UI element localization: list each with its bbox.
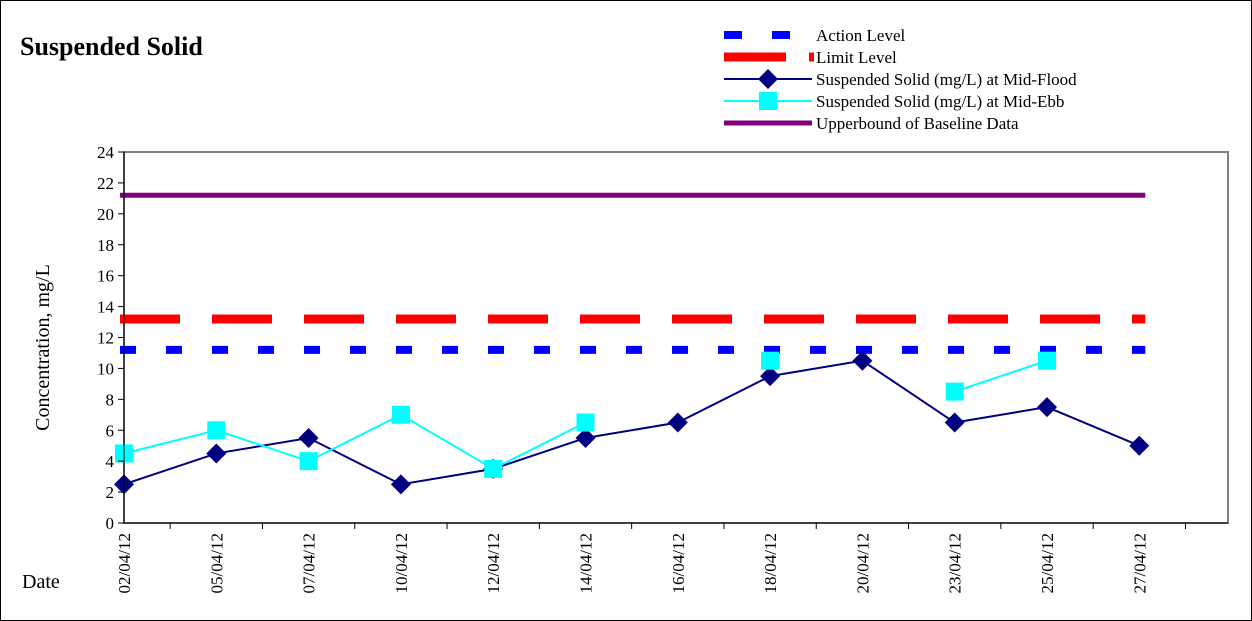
y-tick-label: 16	[97, 267, 114, 286]
data-point-square	[759, 92, 777, 110]
reference-lines	[120, 192, 1146, 354]
data-point-diamond	[1037, 397, 1057, 418]
series-line	[123, 359, 1140, 486]
legend-item: Suspended Solid (mg/L) at Mid-Flood	[724, 69, 1077, 89]
y-tick-label: 8	[106, 390, 115, 409]
y-tick-label: 10	[97, 359, 114, 378]
x-tick-label: 07/04/12	[300, 533, 319, 593]
x-ticks: 02/04/12 05/04/12 07/04/12 10/04/12 12/04/12…	[115, 523, 1186, 593]
legend-label: Limit Level	[816, 48, 897, 67]
data-point-diamond	[667, 412, 688, 433]
legend-label: Action Level	[816, 26, 905, 45]
y-tick-label: 24	[97, 143, 115, 162]
legend: Action Level Limit Level Suspended Solid (…	[724, 26, 1077, 133]
legend-item: Action Level	[724, 26, 905, 45]
data-point-diamond	[575, 427, 596, 448]
legend-item: Suspended Solid (mg/L) at Mid-Ebb	[724, 92, 1064, 111]
y-tick-label: 4	[106, 452, 115, 471]
data-point-square	[945, 382, 964, 401]
series-markers	[114, 350, 1150, 495]
chart-title: Suspended Solid	[20, 32, 203, 61]
x-tick-label: 20/04/12	[853, 533, 872, 593]
data-point-square	[576, 413, 595, 432]
x-tick-label: 23/04/12	[946, 533, 965, 593]
data-point-square	[391, 405, 410, 424]
data-point-square	[207, 421, 226, 440]
x-tick-label: 16/04/12	[669, 533, 688, 593]
x-tick-label: 14/04/12	[577, 533, 596, 593]
x-tick-label: 12/04/12	[484, 533, 503, 593]
data-point-diamond	[944, 412, 965, 433]
data-point-diamond	[758, 69, 778, 89]
y-tick-label: 14	[97, 298, 115, 317]
y-tick-label: 18	[97, 236, 114, 255]
plot-area	[123, 151, 1229, 524]
data-point-diamond	[206, 443, 227, 464]
legend-item: Limit Level	[724, 48, 897, 67]
x-axis-label: Date	[22, 571, 60, 593]
data-point-square	[484, 459, 503, 478]
series-lines	[123, 359, 1140, 486]
legend-label: Upperbound of Baseline Data	[816, 114, 1019, 133]
data-point-square	[299, 452, 318, 471]
x-tick-label: 05/04/12	[207, 533, 226, 593]
data-point-diamond	[298, 427, 319, 448]
data-point-square	[761, 351, 780, 370]
y-tick-label: 12	[97, 329, 114, 348]
y-axis-label: Concentration, mg/L	[32, 264, 54, 431]
x-tick-label: 18/04/12	[761, 533, 780, 593]
data-point-diamond	[390, 474, 411, 495]
legend-label: Suspended Solid (mg/L) at Mid-Ebb	[816, 92, 1064, 111]
y-tick-label: 2	[106, 483, 115, 502]
x-tick-label: 02/04/12	[115, 533, 134, 593]
data-point-diamond	[852, 350, 873, 371]
x-tick-label: 10/04/12	[392, 533, 411, 593]
data-point-diamond	[760, 366, 781, 387]
data-point-square	[1038, 351, 1056, 370]
y-tick-label: 20	[97, 205, 114, 224]
y-tick-label: 6	[106, 421, 115, 440]
series-line	[123, 413, 586, 471]
x-tick-label: 25/04/12	[1038, 533, 1057, 593]
data-point-diamond	[1129, 435, 1150, 456]
legend-item: Upperbound of Baseline Data	[724, 114, 1019, 133]
series-line	[954, 359, 1048, 393]
x-tick-label: 27/04/12	[1130, 533, 1149, 593]
legend-label: Suspended Solid (mg/L) at Mid-Flood	[816, 70, 1077, 89]
y-tick-label: 0	[106, 514, 115, 533]
y-tick-label: 22	[97, 174, 114, 193]
